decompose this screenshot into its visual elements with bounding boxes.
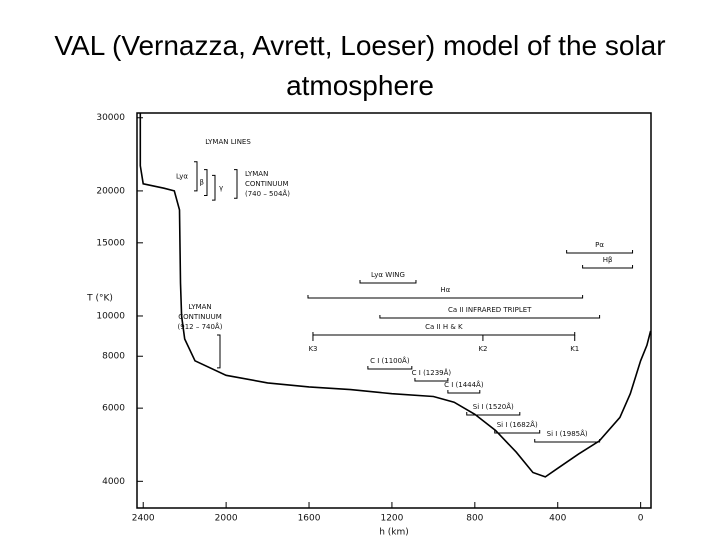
range-label: Lyα WING bbox=[371, 271, 405, 279]
y-tick-label: 30000 bbox=[96, 113, 125, 123]
bracket-label: Lyα bbox=[176, 172, 188, 180]
range-bar bbox=[447, 390, 481, 394]
marker-label: K2 bbox=[478, 345, 487, 353]
y-tick-label: 15000 bbox=[96, 238, 125, 248]
range-bar bbox=[534, 439, 601, 443]
range-bar bbox=[312, 332, 576, 336]
x-tick-label: 400 bbox=[549, 514, 566, 524]
range-label: Ca II INFRARED TRIPLET bbox=[448, 306, 532, 314]
bracket bbox=[234, 169, 238, 199]
y-tick-label: 8000 bbox=[102, 352, 125, 362]
range-bar bbox=[466, 412, 521, 416]
bracket bbox=[217, 334, 221, 369]
bracket-label: (912 – 740Å) bbox=[178, 322, 223, 331]
chart-title: VAL (Vernazza, Avrett, Loeser) model of … bbox=[54, 30, 666, 101]
x-tick-label: 800 bbox=[466, 514, 483, 524]
x-tick-label: 1200 bbox=[380, 514, 403, 524]
range-bar bbox=[414, 378, 449, 382]
plot-frame bbox=[136, 112, 652, 509]
y-tick-label: 6000 bbox=[102, 404, 125, 414]
range-bar bbox=[582, 265, 634, 269]
range-label: Pα bbox=[595, 241, 604, 249]
bracket-label: LYMAN bbox=[245, 170, 268, 178]
range-bar bbox=[367, 366, 413, 370]
range-label: C I (1100Å) bbox=[370, 356, 410, 365]
range-bar bbox=[379, 315, 601, 319]
bracket-label: γ bbox=[219, 184, 223, 192]
temperature-curve bbox=[139, 113, 652, 478]
x-tick-label: 2000 bbox=[215, 514, 238, 524]
y-tick-label: 20000 bbox=[96, 186, 125, 196]
range-bar bbox=[307, 295, 584, 299]
marker-label: K1 bbox=[570, 345, 579, 353]
range-bar bbox=[566, 250, 634, 254]
x-tick-label: 2400 bbox=[132, 514, 155, 524]
range-label: C I (1239Å) bbox=[412, 368, 452, 377]
bracket-label: β bbox=[200, 179, 204, 187]
range-label: Ca II H & K bbox=[425, 323, 463, 331]
y-axis-label: T (°K) bbox=[86, 294, 113, 304]
bracket-label: CONTINUUM bbox=[245, 180, 289, 188]
range-label: Si I (1985Å) bbox=[547, 429, 588, 438]
range-bar bbox=[494, 430, 541, 434]
x-axis-label: h (km) bbox=[379, 528, 409, 538]
x-tick-label: 1600 bbox=[298, 514, 321, 524]
bracket-label: CONTINUUM bbox=[178, 313, 222, 321]
y-tick-label: 10000 bbox=[96, 311, 125, 321]
bracket-label: LYMAN bbox=[188, 303, 211, 311]
bracket-label: (740 – 504Å) bbox=[245, 189, 290, 198]
range-label: Si I (1682Å) bbox=[497, 420, 538, 429]
x-tick-label: 0 bbox=[638, 514, 644, 524]
bracket bbox=[194, 161, 198, 192]
marker-label: K3 bbox=[308, 345, 317, 353]
bracket bbox=[212, 174, 216, 201]
range-label: C I (1444Å) bbox=[444, 380, 484, 389]
y-tick-label: 4000 bbox=[102, 477, 125, 487]
range-label: Si I (1520Å) bbox=[473, 402, 514, 411]
note: LYMAN LINES bbox=[205, 138, 251, 146]
range-label: Hβ bbox=[603, 256, 613, 264]
range-bar bbox=[359, 280, 417, 284]
range-label: Hα bbox=[440, 286, 450, 294]
bracket bbox=[204, 169, 208, 196]
